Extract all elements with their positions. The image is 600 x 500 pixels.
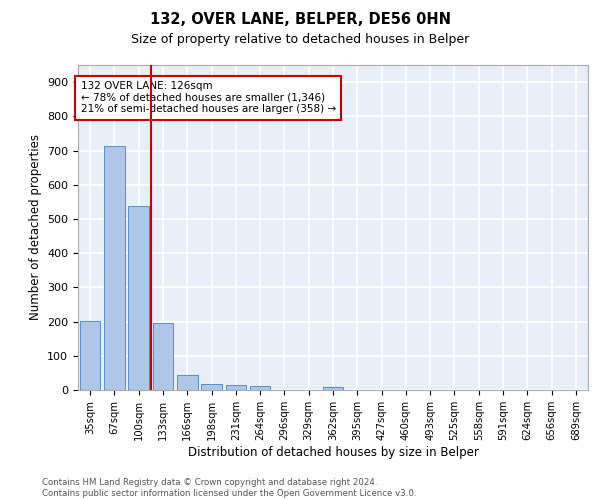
Bar (201, 384, 222, 390)
X-axis label: Distribution of detached houses by size in Belper: Distribution of detached houses by size … (188, 446, 478, 458)
Text: Contains HM Land Registry data © Crown copyright and database right 2024.
Contai: Contains HM Land Registry data © Crown c… (42, 478, 416, 498)
Bar (104, 146, 125, 390)
Bar (80, 320, 100, 390)
Text: 132, OVER LANE, BELPER, DE56 0HN: 132, OVER LANE, BELPER, DE56 0HN (149, 12, 451, 28)
Y-axis label: Number of detached properties: Number of detached properties (29, 134, 41, 320)
Text: Size of property relative to detached houses in Belper: Size of property relative to detached ho… (131, 32, 469, 46)
Bar (226, 385, 246, 390)
Bar (128, 206, 149, 390)
Bar (323, 387, 343, 390)
Bar (177, 376, 197, 390)
Bar (250, 386, 271, 390)
Text: 132 OVER LANE: 126sqm
← 78% of detached houses are smaller (1,346)
21% of semi-d: 132 OVER LANE: 126sqm ← 78% of detached … (80, 81, 335, 114)
Bar (152, 322, 173, 390)
